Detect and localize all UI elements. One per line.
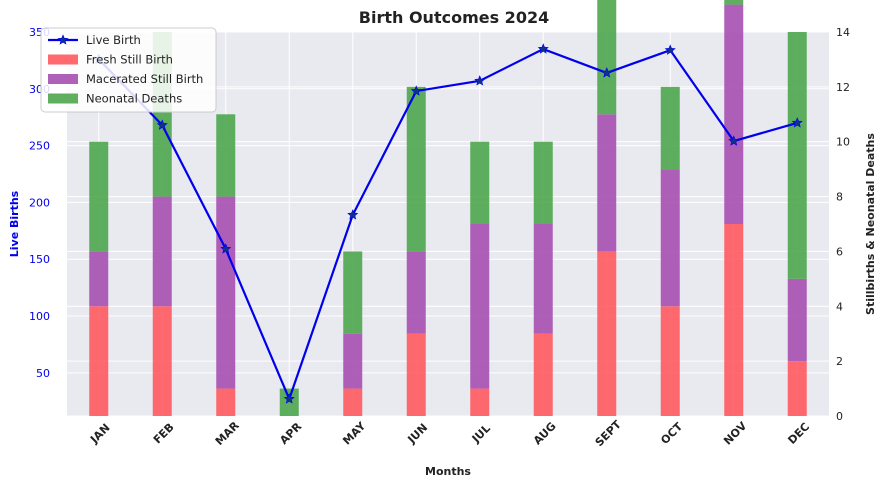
bar-neonatal-deaths-aug: [533, 141, 553, 224]
legend-box: [40, 27, 217, 113]
live-birth-point-feb: [156, 119, 168, 130]
legend-label: Neonatal Deaths: [86, 92, 182, 106]
bar-fresh-still-birth-jul: [470, 388, 490, 416]
right-axis-label: Stillbirths & Neonatal Deaths: [864, 133, 877, 315]
right-axis-ticks: 0 2 4 6 8 10 12 14: [836, 26, 850, 423]
bar-neonatal-deaths-mar: [216, 114, 236, 197]
live-birth-line-path: [97, 47, 798, 403]
live-birth-point-aug: [537, 43, 549, 54]
bar-neonatal-deaths-dec: [787, 32, 807, 279]
bar-fresh-still-birth-nov: [724, 224, 744, 416]
right-tick-label: 0: [836, 410, 843, 423]
left-tick-label: 250: [29, 140, 50, 153]
live-birth-line: [93, 43, 803, 404]
x-tick-label: FEB: [151, 421, 177, 447]
bar-neonatal-deaths-jul: [470, 141, 490, 224]
x-tick-label: JAN: [87, 421, 112, 446]
x-axis-label: Months: [425, 465, 471, 478]
bar-fresh-still-birth-jan: [89, 306, 109, 416]
legend-label: Macerated Still Birth: [86, 72, 203, 86]
bar-neonatal-deaths-oct: [660, 86, 680, 170]
bar-macerated-still-birth-mar: [216, 196, 236, 389]
bar-neonatal-deaths-may: [343, 251, 363, 334]
bar-fresh-still-birth-dec: [787, 361, 807, 416]
x-tick-label: SEPT: [593, 418, 624, 449]
legend-label: Live Birth: [86, 33, 141, 47]
x-tick-label: OCT: [658, 420, 685, 447]
bar-macerated-still-birth-jun: [406, 251, 426, 334]
bar-fresh-still-birth-oct: [660, 306, 680, 416]
left-tick-label: 50: [36, 367, 50, 380]
left-tick-label: 150: [29, 253, 50, 266]
bar-fresh-still-birth-jun: [406, 333, 426, 416]
bar-macerated-still-birth-jan: [89, 251, 109, 307]
right-tick-label: 10: [836, 136, 850, 149]
right-tick-label: 8: [836, 191, 843, 204]
left-tick-label: 100: [29, 310, 50, 323]
right-tick-label: 6: [836, 245, 843, 258]
live-birth-point-mar: [220, 243, 232, 254]
live-birth-point-sept: [601, 67, 613, 78]
chart-title: Birth Outcomes 2024: [359, 8, 549, 27]
live-birth-point-jun: [410, 85, 422, 96]
x-tick-label: JUN: [405, 421, 431, 447]
bar-macerated-still-birth-dec: [787, 278, 807, 362]
live-birth-point-jul: [474, 75, 486, 86]
left-axis-label: Live Births: [8, 190, 21, 257]
live-birth-point-may: [347, 209, 359, 220]
x-tick-label: MAR: [213, 419, 242, 448]
bar-macerated-still-birth-nov: [724, 4, 744, 225]
live-birth-point-nov: [728, 135, 740, 146]
left-tick-label: 200: [29, 196, 50, 209]
legend-patch-swatch: [48, 93, 78, 104]
right-tick-label: 14: [836, 26, 850, 39]
legend: Live Birth Fresh Still Birth Macerated Sti…: [40, 27, 217, 113]
bar-neonatal-deaths-nov: [724, 0, 744, 5]
bar-neonatal-deaths-apr: [279, 388, 299, 416]
bar-neonatal-deaths-jan: [89, 141, 109, 252]
x-tick-label: DEC: [785, 420, 812, 447]
bar-macerated-still-birth-jul: [470, 224, 490, 389]
bar-macerated-still-birth-aug: [533, 224, 553, 334]
bar-neonatal-deaths-jun: [406, 86, 426, 252]
x-tick-label: APR: [277, 420, 304, 447]
bar-fresh-still-birth-may: [343, 388, 363, 416]
bar-fresh-still-birth-aug: [533, 333, 553, 416]
right-tick-label: 12: [836, 81, 850, 94]
x-tick-label: NOV: [721, 419, 749, 447]
legend-star-marker: [57, 34, 69, 45]
bar-fresh-still-birth-feb: [152, 306, 172, 416]
bar-macerated-still-birth-oct: [660, 169, 680, 307]
live-birth-point-oct: [664, 44, 676, 55]
bar-macerated-still-birth-sept: [597, 114, 617, 252]
right-tick-label: 2: [836, 355, 843, 368]
bar-fresh-still-birth-sept: [597, 251, 617, 416]
live-birth-point-dec: [791, 117, 803, 128]
live-birth-point-apr: [283, 393, 295, 404]
x-axis-ticks: JAN FEB MAR APR MAY JUN JUL AUG SEPT OCT NOV DEC: [87, 418, 812, 449]
bar-macerated-still-birth-may: [343, 333, 363, 389]
x-tick-label: JUL: [469, 422, 493, 446]
legend-patch-swatch: [48, 74, 78, 84]
legend-label: Fresh Still Birth: [86, 53, 173, 67]
bar-fresh-still-birth-mar: [216, 388, 236, 416]
bar-macerated-still-birth-feb: [152, 196, 172, 307]
x-tick-label: AUG: [531, 420, 559, 448]
right-tick-label: 4: [836, 300, 843, 313]
x-tick-label: MAY: [340, 419, 369, 448]
bar-neonatal-deaths-sept: [597, 0, 617, 115]
legend-patch-swatch: [48, 54, 78, 65]
